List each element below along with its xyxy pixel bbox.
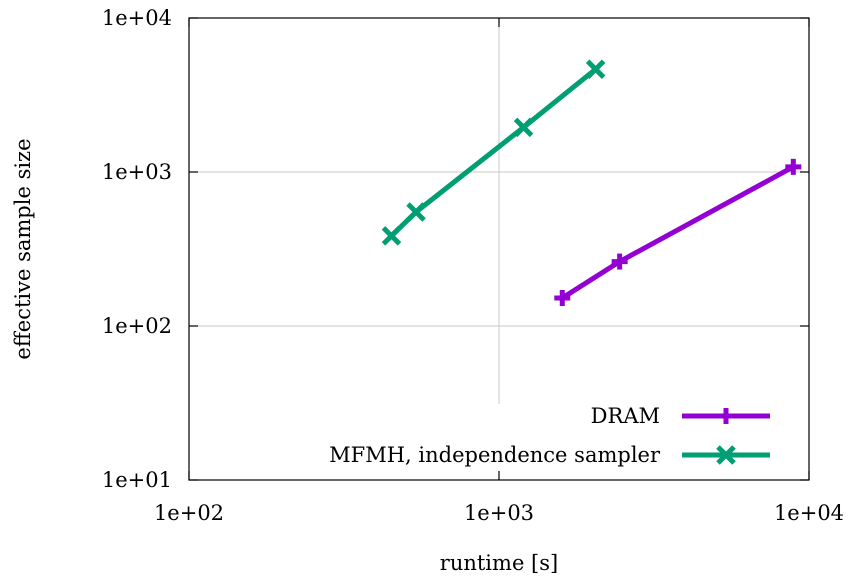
series-line — [389, 67, 598, 238]
tick-labels: 1e+02 1e+03 1e+04 1e+01 1e+02 1e+03 1e+04 — [102, 6, 844, 525]
y-tick-label: 1e+04 — [102, 6, 172, 30]
data-point — [381, 226, 402, 246]
legend-label: DRAM — [591, 404, 660, 428]
data-point — [585, 59, 606, 79]
legend-label: MFMH, independence sampler — [329, 443, 661, 467]
series-layer — [381, 59, 802, 306]
legend-marker — [718, 408, 734, 424]
legend-marker — [716, 445, 736, 465]
y-tick-label: 1e+01 — [102, 468, 172, 492]
series-line — [560, 164, 795, 301]
data-point — [406, 202, 426, 222]
data-point — [554, 289, 571, 306]
series-dram — [554, 158, 802, 306]
data-point — [785, 158, 802, 175]
x-tick-label: 1e+03 — [464, 501, 534, 525]
series-mfmh-independence-sampler — [381, 59, 606, 246]
x-axis-label: runtime [s] — [440, 551, 558, 575]
y-tick-label: 1e+02 — [102, 314, 172, 338]
grid-lines — [189, 18, 809, 404]
data-point — [513, 117, 534, 138]
legend-entry: DRAM — [591, 404, 770, 428]
y-axis-label: effective sample size — [11, 138, 35, 359]
legend-entry: MFMH, independence sampler — [329, 443, 770, 467]
x-tick-label: 1e+02 — [154, 501, 224, 525]
y-tick-label: 1e+03 — [102, 160, 172, 184]
legend: DRAM MFMH, independence sampler — [329, 404, 770, 467]
data-point — [611, 253, 628, 270]
x-tick-label: 1e+04 — [774, 501, 844, 525]
axis-ticks — [188, 17, 810, 481]
